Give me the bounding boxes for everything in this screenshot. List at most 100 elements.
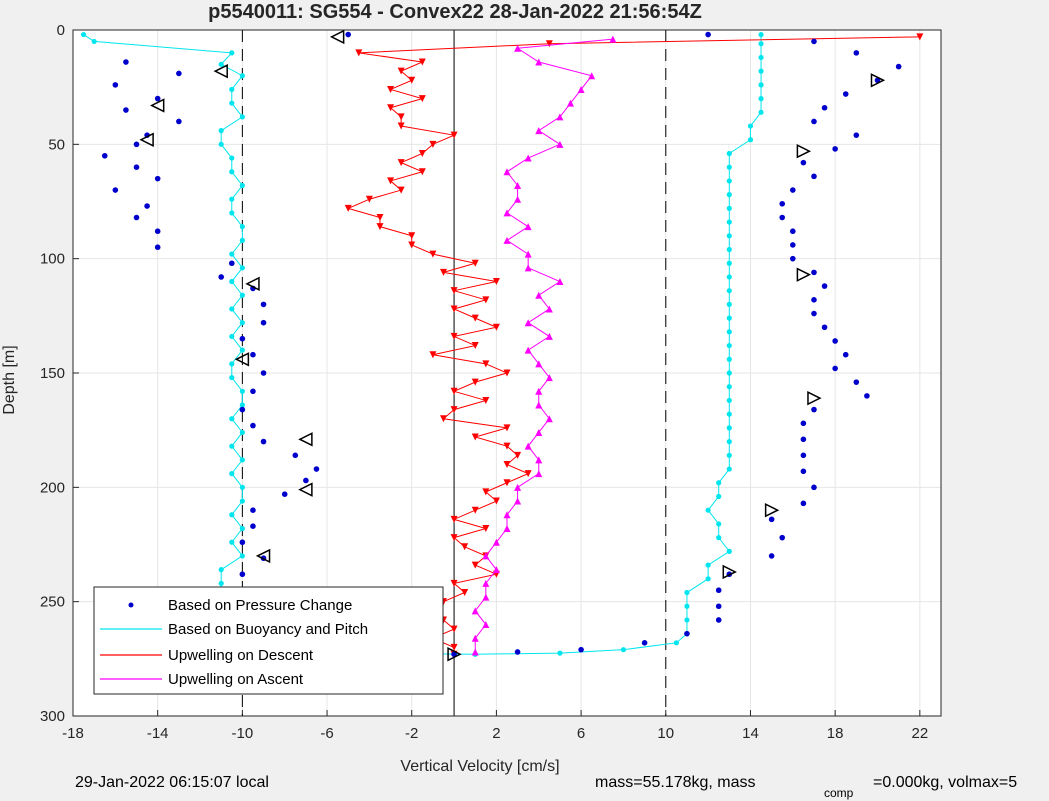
- buoyancy-point: [758, 109, 764, 115]
- descent-point: [397, 113, 405, 121]
- buoyancy-point: [726, 315, 732, 321]
- buoyancy-point: [229, 210, 235, 216]
- descent-direction-marker: [298, 432, 313, 447]
- descent-point: [439, 268, 447, 276]
- ascent-point: [556, 140, 564, 148]
- legend-label-ascent: Upwelling on Ascent: [168, 671, 304, 688]
- buoyancy-point: [726, 425, 732, 431]
- descent-point: [429, 140, 437, 148]
- descent-point: [482, 360, 490, 368]
- buoyancy-point: [705, 576, 711, 582]
- ascent-point: [514, 483, 522, 491]
- pressure-point: [800, 452, 807, 459]
- descent-point: [471, 506, 479, 514]
- x-tick-label: -18: [62, 725, 84, 742]
- buoyancy-point: [218, 567, 224, 573]
- descent-point: [355, 49, 363, 57]
- buoyancy-point: [91, 38, 97, 45]
- descent-point: [450, 625, 458, 633]
- pressure-point: [133, 141, 140, 148]
- descent-point: [387, 104, 395, 112]
- pressure-point: [842, 351, 849, 358]
- descent-point: [439, 415, 447, 423]
- buoyancy-point: [747, 137, 754, 143]
- buoyancy-point: [229, 374, 235, 381]
- descent-point: [482, 396, 490, 404]
- ascent-direction-marker: [796, 143, 812, 159]
- footer-local-time: 29-Jan-2022 06:15:07 local: [75, 774, 269, 791]
- x-tick-label: -14: [147, 725, 169, 742]
- footer-mass: mass=55.178kg, mass: [595, 774, 756, 791]
- descent-point: [492, 323, 500, 331]
- ascent-point: [545, 332, 553, 340]
- descent-point: [492, 497, 500, 505]
- ascent-point: [545, 415, 553, 423]
- descent-point: [387, 85, 395, 93]
- pressure-point: [260, 301, 267, 308]
- ascent-point: [535, 428, 543, 436]
- buoyancy-point: [726, 439, 732, 445]
- descent-point: [408, 241, 416, 249]
- descent-point: [471, 314, 479, 322]
- pressure-point: [832, 146, 838, 152]
- x-tick-label: -2: [405, 725, 418, 742]
- ascent-point: [535, 470, 543, 478]
- buoyancy-point: [716, 535, 722, 541]
- x-tick-label: -10: [232, 725, 254, 742]
- ascent-point: [577, 85, 585, 93]
- buoyancy-point: [684, 603, 690, 609]
- descent-point: [524, 470, 532, 478]
- ascent-point: [545, 305, 553, 313]
- pressure-point: [250, 422, 256, 429]
- buoyancy-point: [726, 192, 732, 198]
- pressure-point: [260, 438, 267, 445]
- buoyancy-point: [726, 452, 732, 458]
- descent-point: [397, 67, 405, 75]
- buoyancy-point: [726, 219, 732, 225]
- pressure-point: [779, 214, 786, 221]
- pressure-point: [101, 152, 108, 159]
- ascent-point: [535, 58, 543, 66]
- ascent-point: [535, 360, 543, 368]
- buoyancy-point: [229, 471, 235, 477]
- pressure-point: [800, 436, 807, 443]
- buoyancy-point: [218, 61, 224, 67]
- ascent-direction-marker: [447, 647, 462, 662]
- pressure-point: [250, 507, 256, 513]
- pressure-point: [874, 77, 881, 84]
- descent-point: [471, 342, 479, 350]
- descent-direction-marker: [245, 276, 260, 292]
- pressure-point: [842, 91, 849, 97]
- x-tick-label: 18: [827, 725, 844, 742]
- pressure-point: [832, 338, 838, 344]
- buoyancy-point: [716, 480, 722, 486]
- buoyancy-point: [726, 384, 732, 390]
- buoyancy-point: [239, 525, 245, 532]
- pressure-point: [281, 491, 288, 497]
- legend-box: [93, 586, 444, 695]
- pressure-point: [218, 274, 224, 280]
- buoyancy-point: [726, 548, 732, 554]
- pressure-point: [790, 228, 796, 235]
- y-tick-label: 50: [48, 136, 65, 153]
- ascent-line: [474, 38, 613, 652]
- buoyancy-point: [726, 342, 732, 349]
- buoyancy-point: [726, 411, 732, 417]
- buoyancy-point: [726, 164, 732, 170]
- descent-point: [429, 351, 437, 359]
- pressure-point: [768, 553, 775, 559]
- descent-point: [916, 33, 924, 41]
- buoyancy-point: [239, 237, 245, 243]
- buoyancy-point: [726, 356, 732, 362]
- pressure-point: [112, 187, 119, 193]
- pressure-point: [578, 646, 584, 653]
- pressure-point: [853, 379, 860, 385]
- buoyancy-point: [726, 466, 732, 472]
- buoyancy-point: [229, 443, 235, 449]
- pressure-point: [715, 617, 722, 623]
- descent-point: [365, 195, 373, 203]
- buoyancy-point: [239, 265, 245, 271]
- pressure-point: [779, 534, 786, 541]
- descent-point: [450, 287, 458, 295]
- descent-point: [376, 214, 384, 222]
